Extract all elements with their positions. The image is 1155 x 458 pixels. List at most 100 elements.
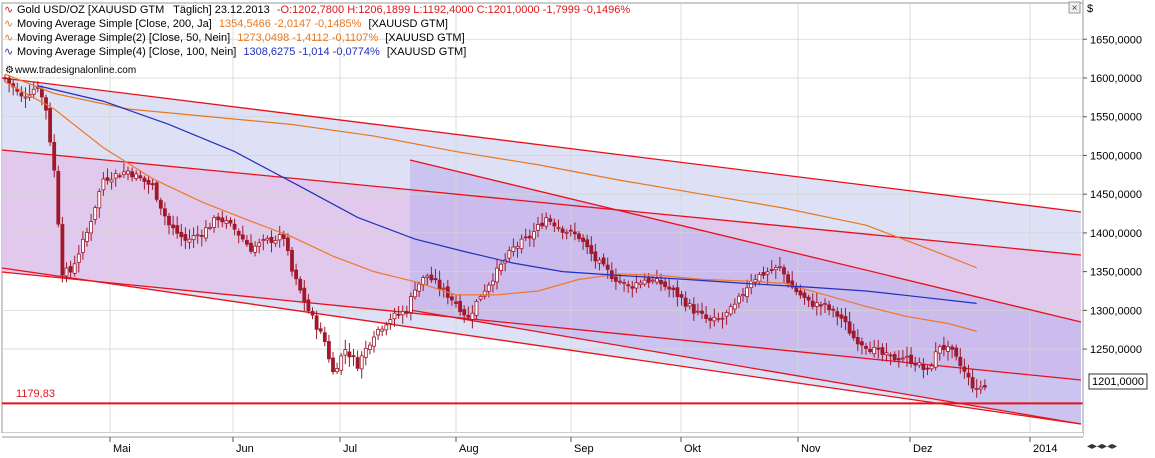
x-tick-label: Mai	[113, 443, 131, 455]
candle-body	[527, 235, 532, 239]
candle-body	[655, 278, 659, 283]
scroll-arrows-icon[interactable]: ◂▸◂▸◂▸	[1087, 441, 1117, 452]
candle-body	[556, 226, 561, 229]
candle-body	[495, 267, 499, 283]
candle-body	[113, 173, 118, 179]
outer-channel-upper-line	[1, 77, 1082, 213]
candle-body	[864, 345, 868, 349]
candle-body	[810, 300, 815, 307]
candle-body	[958, 356, 963, 367]
moving-averages	[4, 73, 977, 332]
support-level-label: 1179,83	[16, 388, 55, 400]
candle-body	[622, 282, 626, 284]
legend-gold-symbol: Gold USD/OZ [XAUUSD GTM	[17, 4, 164, 16]
last-price-label: 1201,0000	[1092, 376, 1144, 388]
candle-body	[310, 311, 315, 316]
candle-body	[146, 179, 151, 185]
candle-body	[388, 319, 393, 324]
candle-body	[474, 301, 479, 316]
candle-body	[48, 107, 52, 143]
legend-ma50-icon: ∿	[4, 32, 13, 44]
candle-body	[757, 274, 762, 282]
y-tick-label: 1250,0000	[1090, 344, 1142, 356]
candle-body	[634, 282, 639, 289]
close-chart-button[interactable]	[1068, 1, 1081, 14]
candle-body	[232, 223, 237, 230]
legend-gold-icon: ∿	[4, 4, 13, 16]
candle-body	[257, 242, 262, 247]
candle-body	[601, 257, 606, 265]
middle-channel-upper-line	[1, 149, 1082, 256]
candle-body	[942, 344, 946, 350]
last-price-box	[1088, 373, 1148, 390]
candle-body	[819, 304, 823, 307]
candle-body	[60, 224, 65, 276]
candle-body	[126, 170, 130, 175]
candle-body	[679, 294, 684, 298]
candle-body	[983, 385, 987, 388]
candle-body	[950, 346, 954, 350]
candle-body	[732, 303, 737, 310]
candle-body	[482, 290, 487, 297]
candle-body	[568, 229, 573, 232]
candle-body	[855, 337, 860, 345]
candle-body	[134, 173, 139, 179]
candle-body	[179, 231, 184, 238]
candle-body	[806, 296, 811, 301]
candle-body	[970, 377, 975, 389]
candle-body	[573, 231, 577, 235]
candle-body	[589, 245, 594, 255]
candle-body	[532, 231, 536, 240]
candle-body	[880, 347, 885, 355]
candle-body	[355, 357, 360, 369]
candle-body	[638, 282, 643, 285]
candle-body	[404, 311, 409, 314]
watermark-icon: ⚙	[5, 65, 14, 76]
candle-body	[363, 347, 368, 358]
candle-body	[675, 287, 680, 297]
candle-body	[860, 341, 864, 346]
candle-body	[696, 310, 700, 313]
candle-body	[946, 346, 950, 352]
inner-channel-upper-line	[409, 159, 1082, 323]
candle-body	[240, 234, 245, 240]
candle-body	[187, 238, 192, 243]
candle-body	[76, 253, 81, 263]
candle-body	[552, 222, 557, 227]
candle-body	[773, 267, 778, 271]
middle-channel-lower-line	[1, 271, 1082, 381]
candle-body	[122, 171, 126, 175]
x-tick-labels: Mai Jun Jul Aug Sep Okt Nov Dez 2014	[109, 437, 1057, 455]
candle-body	[728, 306, 733, 315]
candle-body	[708, 317, 713, 321]
candle-body	[89, 221, 93, 234]
candle-body	[335, 368, 340, 373]
candle-body	[564, 231, 569, 234]
candle-body	[917, 362, 922, 366]
y-tick-label: 1450,0000	[1090, 189, 1142, 201]
candle-body	[823, 303, 827, 305]
candle-body	[343, 349, 348, 356]
candle-body	[331, 357, 335, 373]
axis-currency: $	[1087, 3, 1093, 15]
ma50-line	[4, 81, 977, 332]
candle-body	[843, 316, 848, 323]
candle-body	[109, 179, 114, 183]
candle-body	[831, 308, 836, 311]
x-tick-label: Okt	[684, 443, 701, 455]
candle-body	[814, 302, 819, 307]
candle-body	[650, 279, 655, 282]
legend-gold-period: Täglich] 23.12.2013	[173, 4, 270, 16]
legend-ma200-icon: ∿	[4, 18, 13, 30]
candle-body	[347, 351, 352, 358]
candle-body	[659, 280, 663, 285]
candle-body	[171, 224, 176, 229]
candle-body	[105, 177, 110, 181]
legend-ma50-symbol: [XAUUSD GTM]	[385, 32, 464, 44]
candle-body	[618, 280, 622, 283]
candle-body	[408, 296, 413, 313]
candle-body	[298, 278, 303, 291]
candle-body	[872, 346, 877, 355]
legend-ma100-symbol: [XAUUSD GTM]	[387, 46, 466, 58]
x-tick-label: Nov	[801, 443, 821, 455]
